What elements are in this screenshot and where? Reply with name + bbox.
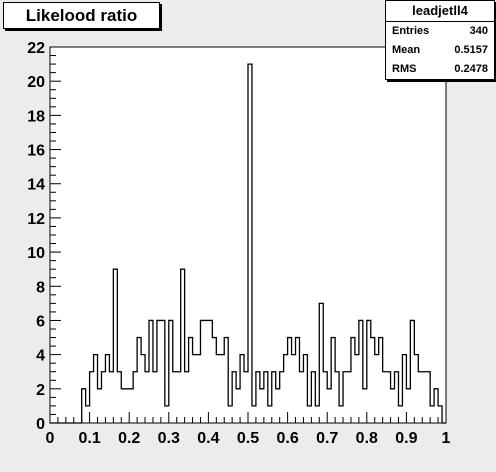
y-tick-label: 6 [36,313,45,330]
stats-value: 340 [469,25,488,37]
stats-value: 0.5157 [454,44,488,56]
x-tick-label: 0.9 [395,430,417,447]
y-tick-label: 12 [27,211,45,228]
stats-row-mean: Mean 0.5157 [386,41,494,60]
histogram-outline [50,63,446,424]
y-tick-label: 4 [36,348,45,365]
y-tick-label: 16 [27,143,45,160]
y-tick-label: 14 [27,177,45,194]
stats-label: RMS [392,63,417,75]
stats-name: leadjetll4 [386,1,494,22]
stats-row-entries: Entries 340 [386,22,494,41]
x-tick-label: 0.7 [316,430,338,447]
y-tick-label: 20 [27,74,45,91]
y-tick-label: 22 [27,40,45,57]
y-tick-label: 18 [27,108,45,125]
x-tick-label: 0.5 [237,430,259,447]
stats-label: Entries [392,25,430,37]
chart-title: Likelood ratio [25,6,138,25]
x-tick-label: 0.2 [118,430,140,447]
x-tick-label: 0 [46,430,55,447]
x-tick-label: 0.6 [276,430,298,447]
x-tick-label: 1 [442,430,451,447]
stats-row-rms: RMS 0.2478 [386,60,494,79]
y-tick-labels: 0 2 4 6 8 10 12 14 16 18 20 22 [27,40,45,433]
stats-label: Mean [392,44,421,56]
stats-value: 0.2478 [454,63,488,75]
x-tick-label: 0.4 [197,430,219,447]
x-tick-label: 0.1 [78,430,100,447]
x-tick-labels: 0 0.1 0.2 0.3 0.4 0.5 0.6 0.7 0.8 0.9 1 [46,430,451,447]
title-box: Likelood ratio [3,2,160,29]
y-tick-label: 10 [27,245,45,262]
y-tick-label: 2 [36,382,45,399]
x-tick-label: 0.8 [356,430,378,447]
y-tick-label: 0 [36,416,45,433]
stats-box: leadjetll4 Entries 340 Mean 0.5157 RMS 0… [385,0,495,80]
axis-ticks [49,46,447,424]
y-tick-label: 8 [36,279,45,296]
x-tick-label: 0.3 [158,430,180,447]
